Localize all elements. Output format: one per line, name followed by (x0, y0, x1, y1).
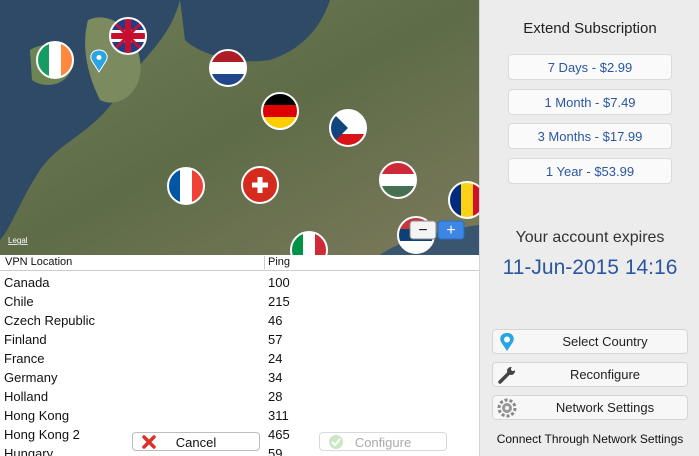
table-row[interactable]: Germany 34 (0, 368, 479, 387)
select-country-button[interactable]: Select Country (492, 329, 688, 354)
ping-cell: 34 (268, 370, 283, 385)
configure-button[interactable]: Configure (319, 432, 447, 451)
zoom-out-label: − (418, 222, 427, 239)
flag-border (209, 49, 247, 87)
table-row[interactable]: Finland 57 (0, 330, 479, 349)
column-header[interactable]: Ping (268, 256, 291, 268)
ping-cell: 215 (268, 294, 290, 309)
location-cell: Hungary (4, 446, 54, 456)
map[interactable]: Legal − + (0, 0, 479, 255)
cancel-button[interactable]: Cancel (132, 432, 260, 451)
ping-cell: 465 (268, 427, 290, 442)
action-label: Network Settings (555, 400, 655, 415)
location-cell: Canada (4, 275, 50, 290)
flag-stripe (473, 182, 479, 218)
flag-stripe (303, 232, 316, 255)
column-header[interactable]: VPN Location (5, 256, 73, 268)
server-table: VPN Location Ping Canada 100 Chile 215 Czech… (0, 255, 479, 456)
reconfigure-button[interactable]: Reconfigure (492, 362, 688, 387)
action-label: Select Country (562, 334, 648, 349)
pin-dot (96, 55, 102, 60)
flag-stripe (262, 105, 298, 118)
action-label: Reconfigure (569, 367, 641, 382)
expires-label: Your account expires (515, 229, 665, 246)
table-header (0, 255, 479, 271)
flag-stripe (380, 174, 416, 187)
expires-date: 11-Jun-2015 14:16 (502, 256, 678, 279)
table-row[interactable]: Canada 100 (0, 273, 479, 292)
table-row[interactable]: Hungary 59 (0, 444, 479, 456)
flag-border (109, 17, 147, 55)
flag-border (290, 231, 328, 255)
flag-border (36, 41, 74, 79)
subscription-option[interactable]: 7 Days - $2.99 (508, 54, 672, 80)
column-divider (264, 256, 265, 269)
zoom-in-button[interactable] (437, 220, 465, 240)
table-row[interactable]: France 24 (0, 349, 479, 368)
ping-cell: 57 (268, 332, 283, 347)
location-pin (90, 49, 108, 73)
flag-border (379, 161, 417, 199)
flag-border (167, 167, 205, 205)
ping-cell: 28 (268, 389, 283, 404)
flag-border (241, 166, 279, 204)
legal-link[interactable]: Legal (8, 236, 28, 245)
flag-border (261, 92, 299, 130)
ping-cell: 24 (268, 351, 283, 366)
network-settings-button[interactable]: Network Settings (492, 395, 688, 420)
sidebar: Extend Subscription 7 Days - $2.99 1 Mont… (479, 0, 699, 456)
flag-border (448, 181, 479, 219)
subscription-option[interactable]: 3 Months - $17.99 (508, 123, 672, 149)
map-sea (180, 0, 330, 62)
pin-icon (500, 333, 514, 351)
cancel-label: Cancel (175, 435, 217, 450)
gear-icon (497, 398, 517, 418)
location-cell: Finland (4, 332, 47, 347)
table-row[interactable]: Chile 215 (0, 292, 479, 311)
location-cell: Hong Kong 2 (4, 427, 80, 442)
cancel-icon (142, 435, 156, 449)
subscription-option[interactable]: 1 Month - $7.49 (508, 88, 672, 115)
ping-cell: 100 (268, 275, 290, 290)
flag-triangle (330, 110, 348, 146)
flag-stripe (49, 42, 62, 78)
footer-text: Connect Through Network Settings (496, 432, 684, 446)
configure-icon (329, 435, 343, 449)
table-row[interactable]: Holland 28 (0, 387, 479, 406)
ping-cell: 311 (268, 408, 289, 423)
location-cell: France (4, 351, 45, 366)
sidebar-title: Extend Subscription (523, 20, 657, 37)
subscription-option[interactable]: 1 Year - $53.99 (508, 157, 672, 184)
zoom-out-button[interactable] (409, 220, 437, 240)
table-row[interactable]: Hong Kong 311 (0, 406, 479, 425)
flag-stripe (461, 182, 474, 218)
table-row[interactable]: Czech Republic 46 (0, 311, 479, 330)
flag-border (329, 109, 367, 147)
zoom-in-label: + (446, 222, 455, 239)
location-cell: Czech Republic (4, 313, 96, 328)
configure-label: Configure (354, 435, 412, 450)
flag-cross (252, 177, 268, 193)
flag-stripe (180, 168, 193, 204)
ping-cell: 59 (268, 446, 283, 456)
location-cell: Germany (4, 370, 58, 385)
flag-stripe (210, 62, 246, 75)
ping-cell: 46 (268, 313, 283, 328)
location-cell: Holland (4, 389, 49, 404)
table-row[interactable]: Hong Kong 2 465 (0, 425, 479, 444)
pin-shape (90, 49, 108, 73)
wrench-icon (498, 367, 515, 384)
location-cell: Hong Kong (4, 408, 70, 423)
location-cell: Chile (4, 294, 34, 309)
